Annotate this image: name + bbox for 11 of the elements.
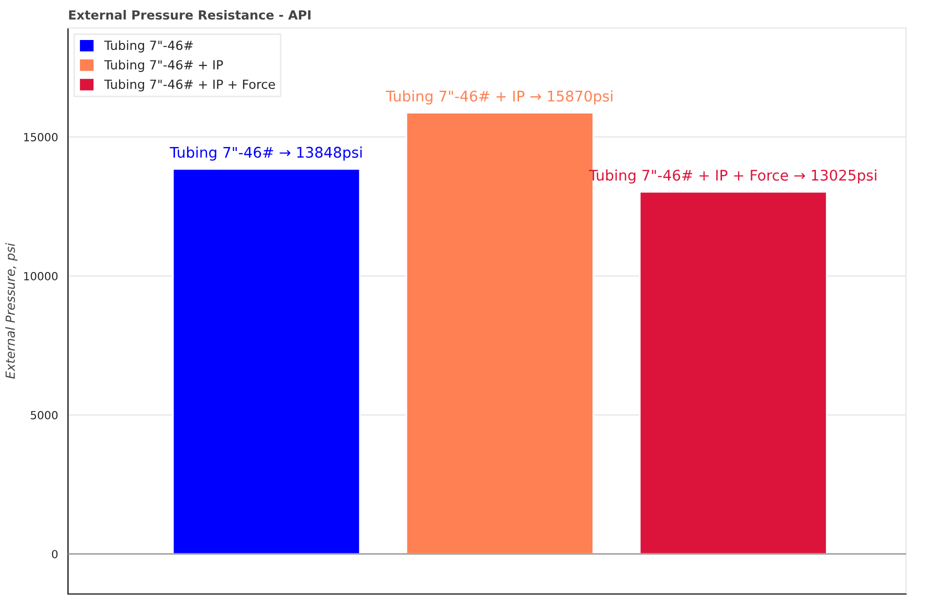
legend-label: Tubing 7"-46#	[104, 40, 193, 52]
y-tick-label: 10000	[24, 272, 58, 280]
y-axis-title: External Pressure, psi	[5, 243, 18, 379]
legend-label: Tubing 7"-46# + IP	[104, 60, 223, 72]
y-tick-label: 15000	[24, 132, 58, 142]
y-tick-label: 0	[52, 550, 58, 558]
y-tick-label: 5000	[30, 410, 58, 420]
data-label: Tubing 7"-46# + IP → 15870psi	[386, 90, 612, 104]
chart-title: External Pressure Resistance - API	[69, 10, 310, 20]
legend-label: Tubing 7"-46# + IP + Force	[104, 79, 275, 92]
data-label: Tubing 7"-46# → 13848psi	[170, 146, 362, 161]
